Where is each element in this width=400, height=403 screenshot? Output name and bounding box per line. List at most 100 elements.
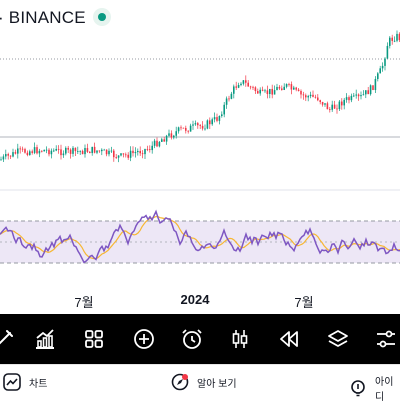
nav-chart[interactable]: 차트 — [3, 373, 47, 391]
price-chart[interactable] — [0, 0, 400, 292]
candle-body — [182, 127, 185, 129]
candle-body — [168, 133, 170, 136]
candle-body — [170, 133, 173, 138]
candle-body — [305, 95, 307, 98]
time-axis-label-2024: 2024 — [180, 292, 210, 307]
alert-clock-icon[interactable] — [178, 325, 206, 353]
candle-body — [134, 152, 137, 154]
candle-body — [158, 141, 161, 147]
candle-body — [283, 86, 285, 90]
candle-body — [329, 109, 331, 110]
candle-body — [5, 154, 7, 157]
candle-body — [144, 149, 146, 155]
candle-body — [345, 97, 348, 100]
candle-body — [273, 90, 276, 95]
candles — [0, 30, 400, 163]
candle-body — [17, 148, 19, 154]
candle-body — [391, 37, 393, 41]
candle-body — [55, 148, 57, 151]
candle-body — [365, 90, 367, 95]
candle-body — [67, 147, 69, 150]
candle-body — [108, 150, 110, 155]
candle-body — [156, 140, 158, 147]
candle-body — [355, 94, 357, 96]
candle-body — [19, 148, 21, 150]
candle-body — [321, 102, 324, 105]
candle-body — [185, 127, 187, 131]
lightbulb-icon — [349, 379, 367, 397]
candle-body — [379, 68, 381, 74]
candle-body — [0, 159, 2, 161]
candle-body — [141, 153, 144, 155]
indicators-icon[interactable] — [31, 325, 59, 353]
settings-sliders-icon[interactable] — [372, 325, 400, 353]
candle-body — [317, 97, 319, 101]
candle-body — [48, 149, 50, 155]
candle-body — [77, 151, 79, 152]
candle-body — [60, 149, 62, 156]
candle-body — [266, 90, 269, 95]
layout-grid-icon[interactable] — [80, 325, 108, 353]
candle-body — [113, 150, 115, 158]
time-axis-label-jul-2023: 7월 — [74, 295, 94, 310]
candle-body — [398, 33, 400, 41]
candle-body — [7, 154, 9, 156]
candle-body — [189, 125, 192, 132]
replay-icon[interactable] — [275, 325, 303, 353]
candle-body — [115, 157, 117, 158]
candle-body — [396, 33, 398, 41]
candle-body — [302, 94, 305, 96]
candle-body — [72, 147, 74, 154]
candle-body — [372, 85, 374, 90]
candle-body — [331, 104, 333, 110]
symbol-title[interactable]: · BINANCE — [0, 8, 86, 27]
nav-ideas[interactable]: 아이디 — [349, 373, 400, 403]
candle-body — [149, 149, 151, 151]
candle-body — [252, 86, 254, 88]
candle-body — [312, 94, 314, 97]
candle-body — [2, 156, 5, 160]
candle-body — [177, 127, 180, 132]
candle-body — [105, 149, 108, 155]
candle-body — [33, 147, 36, 153]
candle-body — [324, 103, 326, 105]
draw-tool-icon[interactable] — [0, 325, 18, 353]
candle-body — [29, 151, 31, 156]
candle-body — [180, 127, 182, 129]
candle-body — [343, 99, 345, 106]
layers-icon[interactable] — [324, 325, 352, 353]
candle-body — [261, 89, 264, 91]
candle-body — [357, 94, 360, 97]
candle-body — [192, 124, 194, 126]
nav-learn-label: 알아 보기 — [197, 378, 237, 390]
candle-body — [110, 150, 113, 152]
candle-body — [381, 65, 384, 69]
candle-body — [127, 154, 129, 158]
add-icon[interactable] — [130, 325, 158, 353]
candle-body — [137, 150, 139, 153]
candle-body — [151, 145, 153, 151]
candle-body — [57, 148, 60, 150]
candle-body — [38, 150, 41, 154]
candle-body — [350, 95, 353, 101]
candle-body — [235, 86, 237, 88]
candle-body — [257, 91, 259, 94]
candle-body — [293, 87, 295, 90]
candle-body — [9, 155, 12, 157]
candle-body — [213, 117, 216, 120]
candle-body — [319, 100, 321, 103]
candle-body — [41, 150, 43, 152]
candle-body — [336, 108, 338, 110]
candle-body — [209, 120, 211, 125]
candles-icon[interactable] — [226, 325, 254, 353]
candle-body — [384, 58, 386, 66]
candle-body — [230, 93, 233, 99]
candle-body — [348, 97, 350, 101]
candle-body — [271, 88, 273, 95]
candle-body — [93, 146, 96, 153]
candle-body — [201, 125, 204, 129]
nav-learn[interactable]: 알아 보기 — [171, 373, 237, 391]
candle-body — [254, 87, 257, 92]
candle-body — [165, 135, 168, 142]
candle-body — [84, 148, 86, 155]
